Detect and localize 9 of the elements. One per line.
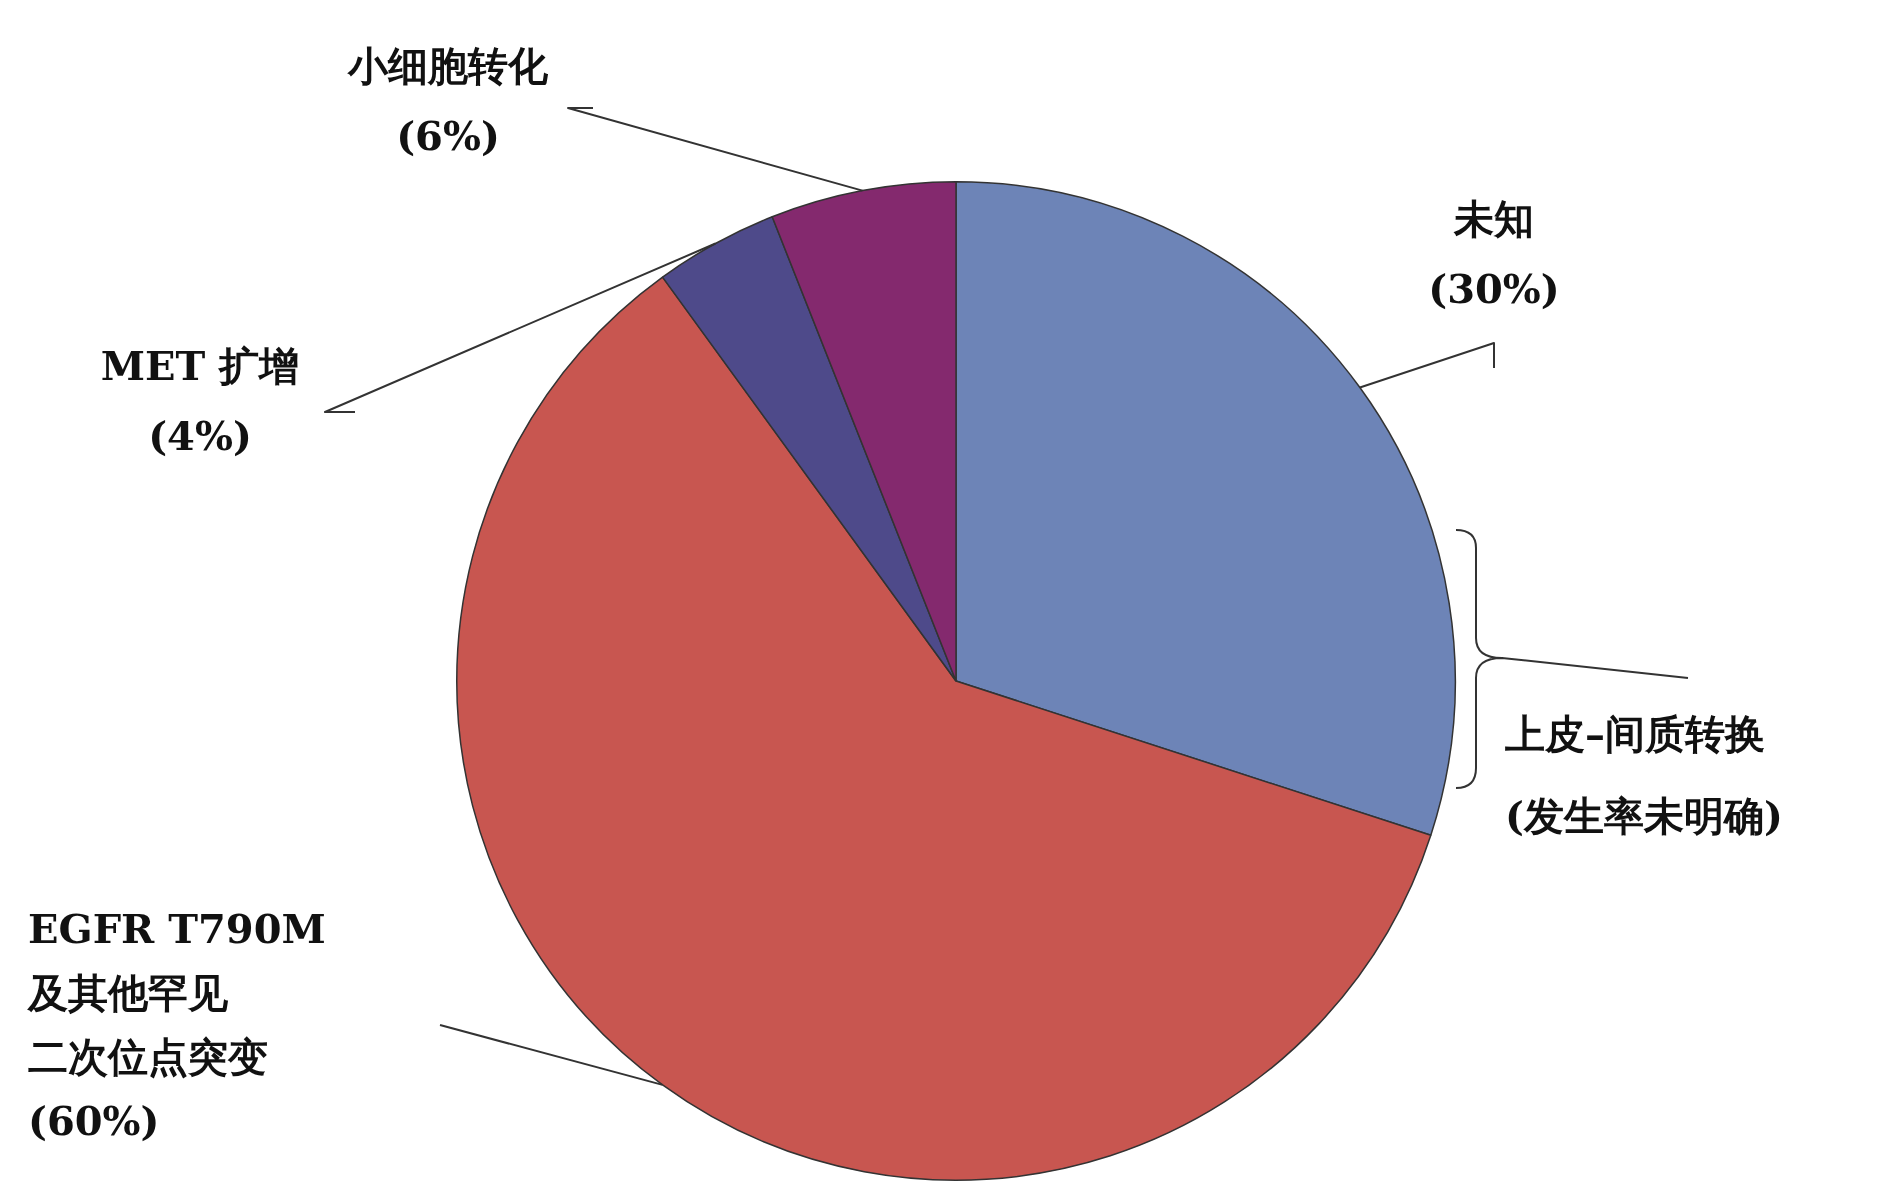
data-label: (30%) — [1428, 265, 1560, 313]
text: 上皮–间质转换(发生率未明确) — [1505, 710, 1783, 840]
slice-label: 小细胞转化 — [347, 42, 549, 90]
slice-label: 未知 — [1453, 195, 1534, 243]
data-label: (60%) — [28, 1097, 160, 1145]
data-label: (6%) — [396, 112, 500, 160]
data-label: (4%) — [148, 412, 252, 460]
slice-label: EGFR T790M及其他罕见二次位点突变 — [27, 905, 326, 1081]
slice-label: MET 扩增 — [100, 342, 300, 390]
